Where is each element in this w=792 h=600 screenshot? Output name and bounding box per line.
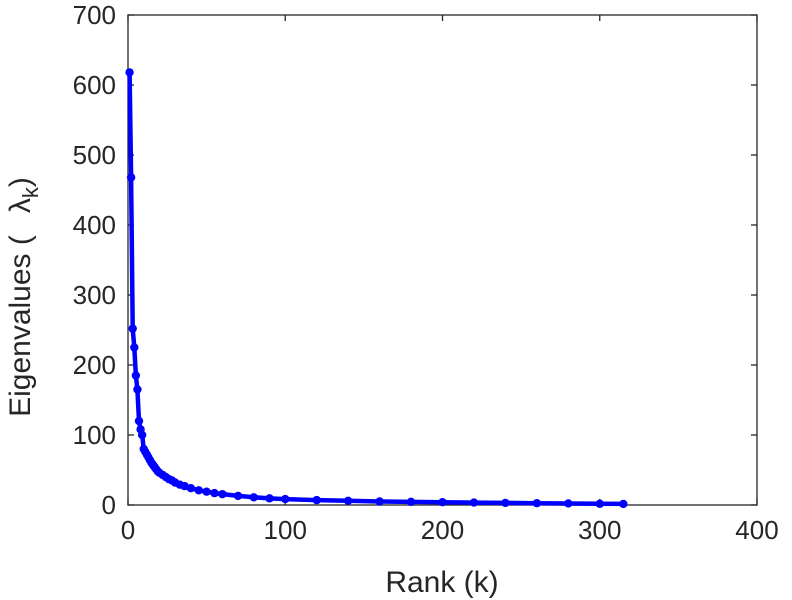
eigenvalue-point	[501, 498, 510, 508]
y-tick-label: 0	[102, 490, 116, 520]
eigenvalue-point	[532, 498, 542, 508]
x-tick-label: 300	[578, 515, 621, 545]
eigenvalue-point	[128, 324, 137, 333]
eigenvalue-point	[312, 495, 321, 505]
y-tick-label: 200	[73, 350, 116, 380]
eigenvalue-point	[375, 497, 384, 506]
eigenvalue-point	[131, 371, 141, 380]
x-axis-label: Rank (k)	[385, 566, 498, 599]
eigenvalue-point	[564, 499, 573, 508]
eigenvalue-point	[130, 343, 139, 352]
y-axis-label-subscript: k	[18, 186, 43, 198]
x-tick-label: 0	[121, 515, 135, 545]
eigenvalue-point	[134, 416, 144, 426]
eigenvalue-point	[619, 499, 628, 509]
eigenvalue-point	[406, 497, 416, 507]
eigenvalue-point	[210, 488, 219, 498]
y-axis-label: Eigenvalues ( λk)	[4, 177, 43, 417]
y-axis-label-suffix: )	[4, 177, 37, 187]
eigenvalue-point	[249, 493, 258, 502]
x-tick-label: 200	[421, 515, 464, 545]
eigenvalue-point	[125, 68, 134, 77]
eigenvalue-point	[202, 487, 211, 496]
eigenvalue-point	[126, 173, 136, 182]
y-tick-label: 100	[73, 420, 116, 450]
eigenvalue-point	[265, 494, 274, 503]
x-tick-label: 400	[735, 515, 778, 545]
y-tick-label: 300	[73, 280, 116, 310]
eigenvalue-point	[469, 498, 479, 507]
y-axis-label-symbol: λ	[4, 198, 37, 213]
y-tick-label: 500	[73, 140, 116, 170]
series-layer	[125, 68, 628, 509]
x-tick-label: 100	[264, 515, 307, 545]
y-axis-label-prefix: Eigenvalues (	[4, 235, 37, 417]
eigenvalue-point	[218, 489, 227, 499]
y-tick-label: 700	[73, 0, 116, 30]
y-axis-ticks: 0 100 200 300 400 500 600 700	[73, 0, 757, 520]
x-axis-ticks: 0 100 200 300 400	[121, 15, 779, 545]
eigenvalue-point	[343, 496, 353, 505]
eigenvalue-point	[194, 486, 203, 495]
eigenvalue-point	[595, 499, 604, 508]
eigenvalue-point	[133, 385, 142, 394]
y-tick-label: 400	[73, 210, 116, 240]
eigenvalue-point	[281, 494, 290, 504]
y-tick-label: 600	[73, 70, 116, 100]
eigenvalue-point	[186, 484, 196, 493]
eigenvalue-point	[233, 491, 243, 501]
eigenvalue-point	[137, 430, 147, 440]
eigenvalue-point	[438, 498, 447, 507]
